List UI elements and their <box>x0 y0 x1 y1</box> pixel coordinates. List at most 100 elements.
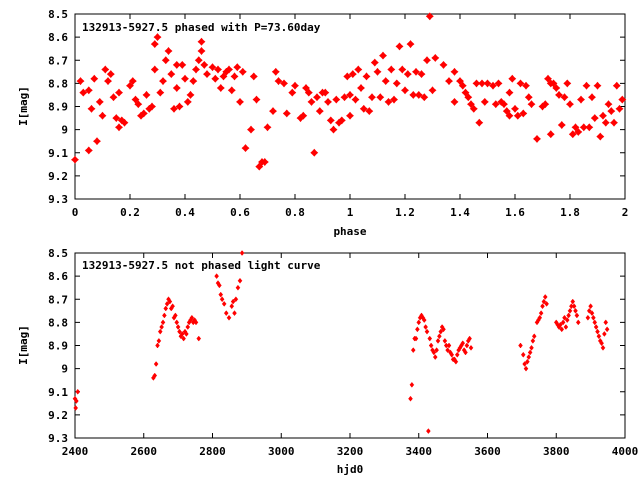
data-point <box>602 331 606 336</box>
data-point <box>165 48 172 55</box>
y-tick-label: 9.3 <box>48 432 68 445</box>
data-point <box>176 325 180 330</box>
data-point <box>446 78 453 85</box>
data-point <box>96 98 103 105</box>
data-point <box>374 68 381 75</box>
data-point <box>597 334 601 339</box>
data-point <box>76 389 80 394</box>
data-point <box>347 112 354 119</box>
data-point <box>591 115 598 122</box>
data-point <box>417 320 421 325</box>
data-point <box>572 304 576 309</box>
phased-light-curve-plot: 0 0.2 0.4 0.6 0.8 1 1.2 1.4 1.6 1.8 2 8.58.68.78.8… <box>17 8 628 238</box>
data-point <box>613 82 620 89</box>
data-point <box>574 308 578 313</box>
data-point <box>567 101 574 108</box>
data-point <box>594 325 598 330</box>
x-tick-labels: 0 0.2 0.4 0.6 0.8 1 1.2 1.4 1.6 1.8 2 <box>72 206 629 219</box>
data-point <box>541 304 545 309</box>
data-point <box>250 73 257 80</box>
data-point <box>227 315 231 320</box>
data-point <box>198 48 205 55</box>
data-point <box>94 138 101 145</box>
data-point <box>399 66 406 73</box>
data-point <box>600 112 607 119</box>
data-point <box>437 334 441 339</box>
data-point <box>204 71 211 78</box>
data-point <box>586 124 593 131</box>
data-point <box>532 334 536 339</box>
data-point <box>571 299 575 304</box>
data-point <box>182 75 189 82</box>
data-point <box>355 66 362 73</box>
x-tick-label: 0.8 <box>285 206 305 219</box>
data-point <box>589 304 593 309</box>
y-tick-label: 9.2 <box>48 170 68 183</box>
data-point <box>352 96 359 103</box>
x-tick-label: 3400 <box>406 445 433 458</box>
x-tick-label: 2400 <box>62 445 89 458</box>
y-tick-label: 8.6 <box>48 270 68 283</box>
x-axis-label: hjd0 <box>337 463 364 476</box>
data-point <box>157 338 161 343</box>
data-point <box>524 366 528 371</box>
data-point <box>602 119 609 126</box>
data-point <box>116 124 123 131</box>
y-tick-label: 8.9 <box>48 340 68 353</box>
data-point <box>193 66 200 73</box>
data-point <box>186 325 190 330</box>
data-point <box>393 80 400 87</box>
data-point <box>528 350 532 355</box>
data-point <box>233 311 237 316</box>
data-point <box>426 429 430 434</box>
data-point <box>168 71 175 78</box>
data-point <box>151 41 158 48</box>
data-point <box>594 82 601 89</box>
data-point <box>198 38 205 45</box>
data-point <box>432 54 439 61</box>
data-point <box>292 82 299 89</box>
y-tick-label: 9.1 <box>48 147 68 160</box>
data-point <box>85 147 92 154</box>
chart-title: 132913-5927.5 phased with P=73.60day <box>82 21 321 34</box>
data-point <box>333 96 340 103</box>
data-point <box>363 73 370 80</box>
data-point <box>110 94 117 101</box>
y-tick-label: 9.3 <box>48 193 68 206</box>
x-tick-label: 3800 <box>543 445 570 458</box>
data-point <box>160 325 164 330</box>
x-tick-label: 2800 <box>199 445 226 458</box>
data-point <box>558 122 565 129</box>
data-point <box>429 343 433 348</box>
data-point <box>173 85 180 92</box>
data-point <box>220 297 224 302</box>
chart-title: 132913-5927.5 not phased light curve <box>82 259 321 272</box>
x-tick-label: 1.2 <box>395 206 415 219</box>
data-point <box>465 343 469 348</box>
data-point <box>451 98 458 105</box>
data-point <box>534 135 541 142</box>
data-point <box>102 66 109 73</box>
data-point <box>525 94 532 101</box>
y-axis-label: I[mag] <box>17 86 30 126</box>
data-point <box>156 343 160 348</box>
data-point <box>469 345 473 350</box>
data-point <box>116 89 123 96</box>
y-tick-label: 8.5 <box>48 247 68 260</box>
data-point <box>481 98 488 105</box>
data-points <box>72 13 626 170</box>
data-point <box>215 274 219 279</box>
data-point <box>380 52 387 59</box>
data-point <box>586 315 590 320</box>
y-axis-label: I[mag] <box>17 325 30 365</box>
data-point <box>107 71 114 78</box>
light-curve-figure: 0 0.2 0.4 0.6 0.8 1 1.2 1.4 1.6 1.8 2 8.58.68.78.8… <box>0 0 640 480</box>
y-tick-labels: 8.5 8.6 8.7 8.8 8.9 9 9.1 9.2 9.3 <box>48 247 68 445</box>
data-point <box>248 126 255 133</box>
data-point <box>583 82 590 89</box>
data-point <box>512 105 519 112</box>
data-point <box>455 352 459 357</box>
data-point <box>240 251 244 256</box>
data-point <box>325 98 332 105</box>
x-tick-label: 4000 <box>612 445 639 458</box>
